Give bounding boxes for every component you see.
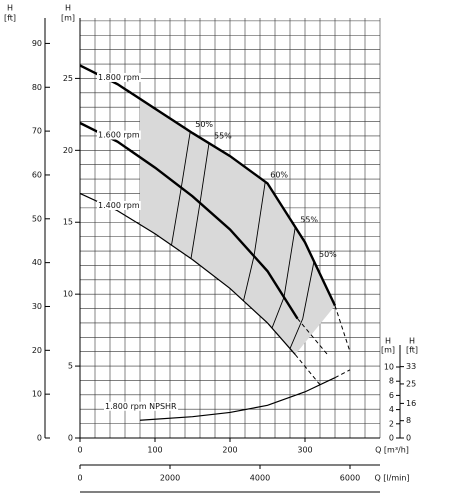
y-tick-label: 15 <box>63 218 73 227</box>
x-tick-label: 200 <box>222 446 237 455</box>
y-tick-label: 25 <box>63 74 73 83</box>
npsh-tick-label: 0 <box>389 434 394 443</box>
efficiency-label: 60% <box>270 170 288 179</box>
curve <box>79 192 296 355</box>
y-ft-tick-label: 10 <box>32 390 42 399</box>
npsh-ft-tick-label: 16 <box>406 399 416 408</box>
y-ft-tick-label: 80 <box>32 83 42 92</box>
label-bg <box>104 401 179 411</box>
efficiency-line <box>289 261 315 349</box>
npsh-ft-tick-label: 0 <box>406 434 411 443</box>
x2-label: Q [l/min] <box>374 474 409 483</box>
npsh-ft-tick-label: 25 <box>406 379 416 388</box>
npsh-label: H <box>385 337 391 346</box>
efficiency-label: 55% <box>214 132 232 141</box>
y-tick-label: 10 <box>63 290 73 299</box>
curve <box>79 121 299 320</box>
npsh-tick-label: 2 <box>389 419 394 428</box>
curve-extension <box>297 318 328 355</box>
x-tick-label: 0 <box>77 446 82 455</box>
y-tick-label: 0 <box>68 434 73 443</box>
label-bg <box>97 72 141 82</box>
y-label: H <box>65 4 71 13</box>
label-bg <box>97 200 141 210</box>
npsh-ft-tick-label: 8 <box>406 416 411 425</box>
y-ft-tick-label: 30 <box>32 302 42 311</box>
curve-label: 1.600 rpm <box>98 131 140 140</box>
npsh-tick-label: 4 <box>389 405 394 414</box>
y-ft-tick-label: 40 <box>32 258 42 267</box>
y-ft-tick-label: 50 <box>32 214 42 223</box>
npsh-label: [m] <box>381 346 395 355</box>
y-ft-label: [ft] <box>4 14 16 23</box>
efficiency-label: 50% <box>195 120 213 129</box>
y-tick-label: 5 <box>68 362 73 371</box>
y-ft-tick-label: 70 <box>32 127 42 136</box>
npsh-tick-label: 8 <box>389 377 394 386</box>
curve <box>139 377 336 421</box>
y-ft-tick-label: 0 <box>37 434 42 443</box>
x-label: Q [m³/h] <box>375 446 409 455</box>
npsh-ft-tick-label: 33 <box>406 362 416 371</box>
y-ft-tick-label: 20 <box>32 346 42 355</box>
curve-label: 1.800 rpm NPSHR <box>105 402 177 411</box>
label-bg <box>97 130 141 140</box>
curve <box>79 64 337 307</box>
x2-tick-label: 6000 <box>340 474 360 483</box>
x2-tick-label: 2000 <box>160 474 180 483</box>
npsh-tick-label: 6 <box>389 391 394 400</box>
y-ft-label: H <box>7 4 13 13</box>
x-tick-label: 100 <box>147 446 162 455</box>
curve-label: 1.800 rpm <box>98 73 140 82</box>
curve-extension <box>334 305 351 352</box>
npsh-ft-label: H <box>409 337 415 346</box>
npsh-tick-label: 10 <box>384 363 394 372</box>
efficiency-label: 55% <box>300 216 318 225</box>
efficiency-label: 50% <box>319 250 337 259</box>
efficiency-area <box>140 98 335 355</box>
y-ft-tick-label: 60 <box>32 170 42 179</box>
curve-label: 1.400 rpm <box>98 201 140 210</box>
x2-tick-label: 4000 <box>250 474 270 483</box>
y-label: [m] <box>61 14 75 23</box>
npsh-ft-label: [ft] <box>406 346 418 355</box>
curve-extension <box>334 369 351 379</box>
x-tick-label: 300 <box>297 446 312 455</box>
x2-tick-label: 0 <box>77 474 82 483</box>
y-tick-label: 20 <box>63 146 73 155</box>
y-ft-tick-label: 90 <box>32 39 42 48</box>
